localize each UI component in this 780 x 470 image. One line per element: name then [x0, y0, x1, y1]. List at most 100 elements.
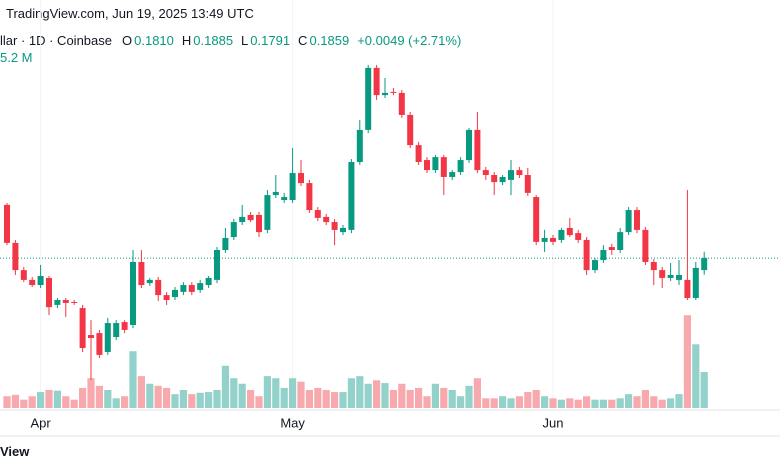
- volume-bar: [247, 389, 255, 408]
- watermark: View: [0, 444, 30, 459]
- volume-bar: [188, 394, 196, 408]
- high-label: H: [181, 33, 192, 48]
- volume-bar: [62, 396, 70, 408]
- candle-body: [466, 129, 472, 161]
- candle-body: [222, 237, 229, 250]
- volume-bar: [633, 396, 641, 408]
- volume-bar: [566, 398, 574, 408]
- candle-body: [340, 227, 346, 233]
- candle-body: [4, 204, 10, 243]
- candle-body: [331, 222, 338, 230]
- volume-bar: [515, 396, 523, 408]
- volume-bar: [683, 315, 691, 408]
- volume-bar: [406, 389, 414, 408]
- volume-bar: [415, 387, 423, 408]
- candle-body: [79, 308, 86, 349]
- volume-bar: [373, 380, 381, 408]
- volume-bar: [11, 394, 19, 408]
- candle-body: [684, 279, 691, 299]
- candle-body: [272, 191, 279, 196]
- volume-bar: [389, 389, 397, 408]
- candle-body: [499, 176, 506, 183]
- volume-bar: [272, 378, 280, 408]
- volume-bar: [196, 392, 204, 408]
- volume-bar: [641, 389, 649, 408]
- candle-body: [188, 285, 195, 292]
- candle-body: [516, 170, 523, 175]
- candle-body: [197, 283, 204, 290]
- candle-body: [256, 214, 262, 233]
- candle-body: [692, 267, 699, 299]
- close-label: C: [298, 33, 308, 48]
- volume-bar: [667, 398, 675, 408]
- volume-bar: [238, 383, 246, 408]
- volume-bar: [280, 387, 288, 408]
- volume-bar: [3, 396, 11, 408]
- volume-bar: [263, 376, 271, 408]
- candle-body: [230, 222, 237, 238]
- x-tick-label: May: [280, 415, 305, 430]
- candle-body: [205, 277, 212, 286]
- candle-body: [88, 335, 94, 338]
- candle-body: [382, 92, 388, 96]
- candle-body: [701, 258, 708, 271]
- volume-legend: 5.2 M: [0, 50, 33, 65]
- volume-bar: [650, 396, 658, 408]
- volume-bar: [398, 383, 406, 408]
- candle-body: [407, 114, 414, 146]
- candle-body: [281, 197, 288, 200]
- volume-bar: [255, 396, 263, 408]
- candle-body: [46, 277, 52, 308]
- volume-bar: [616, 398, 624, 408]
- volume-bar: [45, 389, 53, 408]
- candle-body: [390, 91, 397, 93]
- candle-body: [37, 275, 44, 286]
- candle-body: [583, 239, 590, 271]
- volume-bar: [137, 376, 145, 408]
- volume-bar: [205, 392, 213, 408]
- legend: llar · 1D · Coinbase O 0.1810 H 0.1885 L…: [0, 33, 469, 48]
- candle-body: [172, 289, 178, 298]
- volume-bar: [154, 385, 162, 408]
- candle-body: [550, 237, 556, 242]
- candle-body: [29, 279, 36, 286]
- volume-bar: [364, 383, 372, 408]
- candle-body: [440, 157, 447, 177]
- candle-body: [558, 229, 565, 240]
- candle-body: [415, 145, 422, 163]
- volume-bar: [591, 399, 599, 408]
- candle-body: [634, 210, 640, 230]
- volume-bar: [431, 383, 439, 408]
- candle-body: [575, 233, 582, 240]
- candle-body: [608, 247, 615, 250]
- volume-bar: [448, 389, 456, 408]
- volume-bar: [457, 396, 465, 408]
- volume-bar: [599, 399, 607, 408]
- volume-bar: [289, 378, 297, 408]
- volume-bar: [339, 392, 347, 408]
- candle-body: [541, 237, 548, 242]
- volume-bar: [574, 399, 582, 408]
- volume-bar: [608, 399, 616, 408]
- candle-body: [676, 275, 682, 280]
- volume-bar: [53, 390, 61, 408]
- change: +0.0049 (+2.71%): [357, 33, 462, 48]
- candle-body: [659, 270, 666, 278]
- candle-body: [625, 210, 632, 233]
- volume-bar: [20, 399, 28, 408]
- candle-body: [314, 210, 321, 218]
- volume-bar: [314, 387, 322, 408]
- volume-bar: [70, 399, 78, 408]
- symbol: llar · 1D · Coinbase: [0, 33, 112, 48]
- volume-bar: [230, 378, 238, 408]
- open-label: O: [122, 33, 133, 48]
- volume-bar: [305, 389, 313, 408]
- candle-body: [306, 183, 313, 211]
- volume-bar: [465, 385, 473, 408]
- volume-bar: [347, 378, 355, 408]
- volume-bar: [532, 389, 540, 408]
- candle-body: [289, 173, 296, 200]
- volume-bar: [507, 398, 515, 408]
- candle-body: [104, 323, 111, 352]
- volume-bar: [221, 365, 229, 408]
